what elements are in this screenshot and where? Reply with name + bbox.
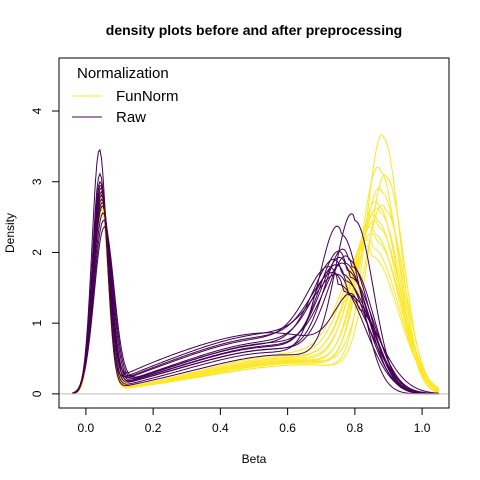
legend: Normalization FunNorm Raw bbox=[72, 65, 179, 126]
legend-title: Normalization bbox=[77, 65, 169, 82]
density-curve-raw bbox=[72, 180, 439, 395]
y-tick-label: 4 bbox=[30, 107, 44, 114]
chart-title: density plots before and after preproces… bbox=[106, 22, 402, 38]
density-curve-raw bbox=[72, 201, 439, 395]
y-tick-label: 3 bbox=[30, 178, 44, 185]
x-tick-label: 0.2 bbox=[145, 421, 162, 435]
x-tick-label: 0.4 bbox=[212, 421, 229, 435]
x-tick-label: 0.8 bbox=[347, 421, 364, 435]
x-tick-label: 1.0 bbox=[414, 421, 431, 435]
density-curve-raw bbox=[72, 211, 439, 395]
x-tick-label: 0.0 bbox=[78, 421, 95, 435]
density-curve-raw bbox=[72, 225, 439, 395]
y-axis-label: Density bbox=[3, 213, 17, 253]
legend-label-funnorm: FunNorm bbox=[116, 88, 179, 105]
density-curve-funnorm bbox=[72, 194, 440, 395]
x-tick-label: 0.6 bbox=[279, 421, 296, 435]
x-axis-label: Beta bbox=[242, 452, 267, 466]
y-tick-label: 1 bbox=[30, 319, 44, 326]
density-curve-funnorm bbox=[72, 208, 440, 394]
legend-label-raw: Raw bbox=[116, 109, 146, 126]
density-curve-funnorm bbox=[72, 188, 440, 395]
x-axis: 0.0 0.2 0.4 0.6 0.8 1.0 bbox=[78, 407, 431, 435]
density-curves bbox=[72, 134, 440, 395]
density-curve-raw bbox=[72, 172, 439, 395]
density-curve-raw bbox=[72, 198, 439, 395]
density-curve-raw bbox=[72, 148, 439, 395]
density-curve-raw bbox=[72, 193, 439, 395]
density-curve-raw bbox=[72, 186, 439, 395]
y-axis: 0 1 2 3 4 bbox=[30, 107, 60, 397]
y-tick-label: 2 bbox=[30, 249, 44, 256]
density-curve-raw bbox=[72, 219, 439, 395]
y-tick-label: 0 bbox=[30, 390, 44, 397]
